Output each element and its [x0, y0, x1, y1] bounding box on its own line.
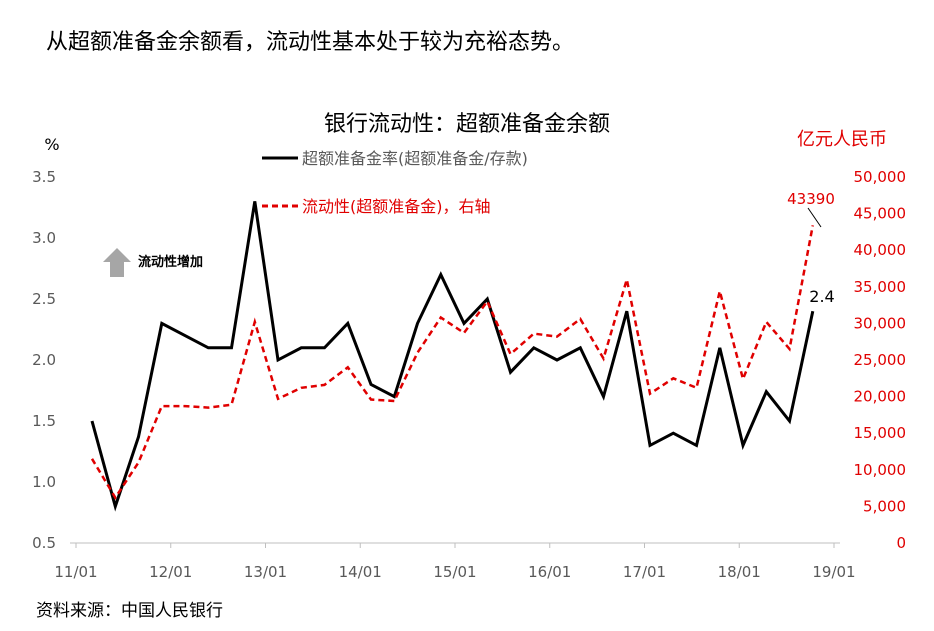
- last-red-value-label: 43390: [787, 190, 835, 208]
- x-tick-label: 14/01: [339, 563, 382, 581]
- left-y-tick-label: 3.5: [32, 168, 56, 186]
- left-y-tick-label: 0.5: [32, 534, 56, 552]
- left-y-tick-label: 1.0: [32, 473, 56, 491]
- right-y-tick-label: 5,000: [863, 497, 906, 515]
- last-red-label-leader: [807, 207, 822, 228]
- page-headline: 从超额准备金余额看，流动性基本处于较为充裕态势。: [46, 30, 575, 55]
- arrow-note-label: 流动性增加: [138, 254, 203, 270]
- up-arrow-icon: [103, 248, 131, 277]
- right-y-tick-label: 15,000: [854, 424, 907, 442]
- legend-label-red: 流动性(超额准备金)，右轴: [302, 197, 491, 216]
- series-line-excess-reserves: [90, 225, 815, 500]
- right-y-tick-label: 0: [896, 534, 906, 552]
- right-y-tick-label: 35,000: [854, 278, 907, 296]
- legend-label-black: 超额准备金率(超额准备金/存款): [302, 149, 528, 168]
- x-tick-label: 15/01: [433, 563, 476, 581]
- right-y-tick-label: 45,000: [854, 205, 907, 223]
- chart-title: 银行流动性：超额准备金余额: [324, 112, 610, 137]
- right-y-tick-label: 25,000: [854, 351, 907, 369]
- right-y-tick-label: 50,000: [854, 168, 907, 186]
- left-y-tick-label: 3.0: [32, 229, 56, 247]
- left-y-tick-label: 2.0: [32, 351, 56, 369]
- left-axis-unit: %: [44, 135, 59, 154]
- x-tick-label: 11/01: [54, 563, 97, 581]
- x-tick-label: 12/01: [149, 563, 192, 581]
- last-black-value-label: 2.4: [809, 287, 834, 306]
- x-tick-label: 13/01: [244, 563, 287, 581]
- right-y-tick-label: 40,000: [854, 241, 907, 259]
- x-tick-label: 18/01: [718, 563, 761, 581]
- right-y-tick-label: 20,000: [854, 388, 907, 406]
- right-y-tick-label: 30,000: [854, 314, 907, 332]
- x-tick-label: 19/01: [812, 563, 855, 581]
- source-note: 资料来源：中国人民银行: [36, 601, 223, 621]
- right-axis-unit: 亿元人民币: [797, 129, 887, 150]
- x-tick-label: 17/01: [623, 563, 666, 581]
- left-y-tick-label: 1.5: [32, 412, 56, 430]
- left-y-tick-label: 2.5: [32, 290, 56, 308]
- right-y-tick-label: 10,000: [854, 461, 907, 479]
- x-tick-label: 16/01: [528, 563, 571, 581]
- series-line-excess-reserve-ratio: [90, 201, 815, 512]
